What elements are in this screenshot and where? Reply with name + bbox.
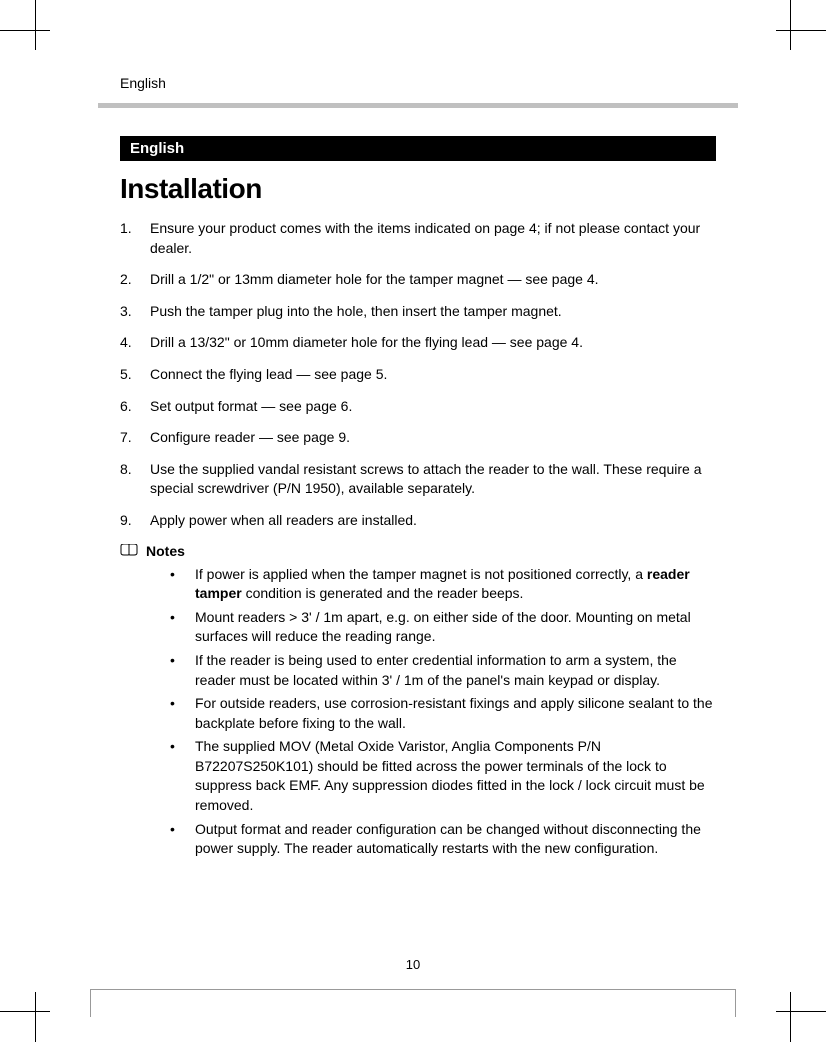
page-title: Installation — [120, 173, 716, 205]
step-item: Configure reader — see page 9. — [120, 428, 716, 448]
note-item: If the reader is being used to enter cre… — [170, 651, 716, 690]
crop-mark — [776, 30, 826, 31]
step-item: Push the tamper plug into the hole, then… — [120, 302, 716, 322]
step-item: Use the supplied vandal resistant screws… — [120, 460, 716, 499]
crop-mark — [0, 1011, 50, 1012]
step-item: Drill a 1/2" or 13mm diameter hole for t… — [120, 270, 716, 290]
header-language: English — [120, 75, 716, 91]
crop-mark — [790, 992, 791, 1042]
notes-label: Notes — [146, 543, 185, 559]
note-item: Mount readers > 3' / 1m apart, e.g. on e… — [170, 608, 716, 647]
bottom-frame — [90, 989, 736, 1017]
page-content: English English Installation Ensure your… — [0, 0, 826, 923]
book-icon — [120, 543, 138, 559]
crop-mark — [35, 992, 36, 1042]
page-number: 10 — [0, 957, 826, 972]
installation-steps: Ensure your product comes with the items… — [120, 219, 716, 531]
crop-mark — [790, 0, 791, 50]
notes-list: If power is applied when the tamper magn… — [120, 565, 716, 859]
gray-divider — [98, 103, 738, 108]
note-item: The supplied MOV (Metal Oxide Varistor, … — [170, 737, 716, 815]
step-item: Ensure your product comes with the items… — [120, 219, 716, 258]
step-item: Apply power when all readers are install… — [120, 511, 716, 531]
note-item: For outside readers, use corrosion-resis… — [170, 694, 716, 733]
note-item: Output format and reader configuration c… — [170, 820, 716, 859]
note-item: If power is applied when the tamper magn… — [170, 565, 716, 604]
crop-mark — [35, 0, 36, 50]
crop-mark — [0, 30, 50, 31]
crop-mark — [776, 1011, 826, 1012]
step-item: Drill a 13/32" or 10mm diameter hole for… — [120, 333, 716, 353]
notes-header: Notes — [120, 543, 716, 559]
step-item: Connect the flying lead — see page 5. — [120, 365, 716, 385]
step-item: Set output format — see page 6. — [120, 397, 716, 417]
language-banner: English — [120, 136, 716, 161]
